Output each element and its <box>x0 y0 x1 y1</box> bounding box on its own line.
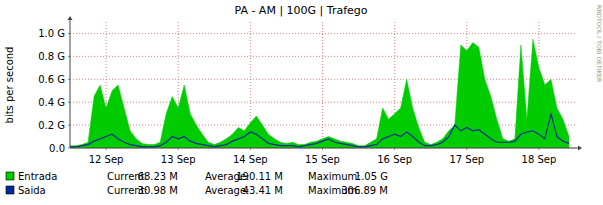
area <box>70 39 569 148</box>
legend-swatch <box>6 186 14 194</box>
x-tick-label: 15 Sep <box>305 154 340 165</box>
stat-value: 30.98 M <box>138 185 178 196</box>
title: PA - AM | 100G | Trafego <box>234 4 367 17</box>
stat-value: 43.41 M <box>243 185 283 196</box>
legend-swatch <box>6 172 14 180</box>
x-axis <box>70 148 579 149</box>
y-tick-label: 0.4 G <box>38 97 65 108</box>
chart: PA - AM | 100G | Trafego bits per second R… <box>0 0 603 205</box>
grid-line <box>70 33 575 34</box>
line <box>70 114 569 147</box>
x-tick-label: 13 Sep <box>161 154 196 165</box>
y-axis-label: bits per second <box>4 47 15 124</box>
y-tick-label: 1.0 G <box>38 28 65 39</box>
x-tick-label: 12 Sep <box>89 154 124 165</box>
plot-area <box>70 22 575 148</box>
stat-value: 306.89 M <box>341 185 388 196</box>
x-tick-label: 16 Sep <box>377 154 412 165</box>
grid-line <box>322 22 323 148</box>
y-tick-label: 0.8 G <box>38 51 65 62</box>
grid-line <box>70 56 575 57</box>
y-axis <box>70 19 71 148</box>
x-tick-label: 14 Sep <box>233 154 268 165</box>
background <box>0 0 603 205</box>
x-tick-label: 17 Sep <box>449 154 484 165</box>
axis-arrow <box>578 146 582 151</box>
stat-label: Maximum: <box>308 171 361 182</box>
stat-value: 1.05 G <box>355 171 388 182</box>
axis-arrow <box>68 16 73 20</box>
y-tick-label: 0.6 G <box>38 74 65 85</box>
legend-label: Saida <box>18 185 46 196</box>
y-tick-label: 0.0 <box>49 143 65 154</box>
stat-value: 68.23 M <box>138 171 178 182</box>
x-tick-label: 18 Sep <box>522 154 557 165</box>
y-tick-label: 0.2 G <box>38 120 65 131</box>
grid-line <box>70 102 575 103</box>
marks <box>70 39 569 148</box>
stat-value: 190.11 M <box>236 171 283 182</box>
legend-label: Entrada <box>18 171 57 182</box>
annotation: RRDTOOL / TOBI OETIKER <box>596 5 603 82</box>
